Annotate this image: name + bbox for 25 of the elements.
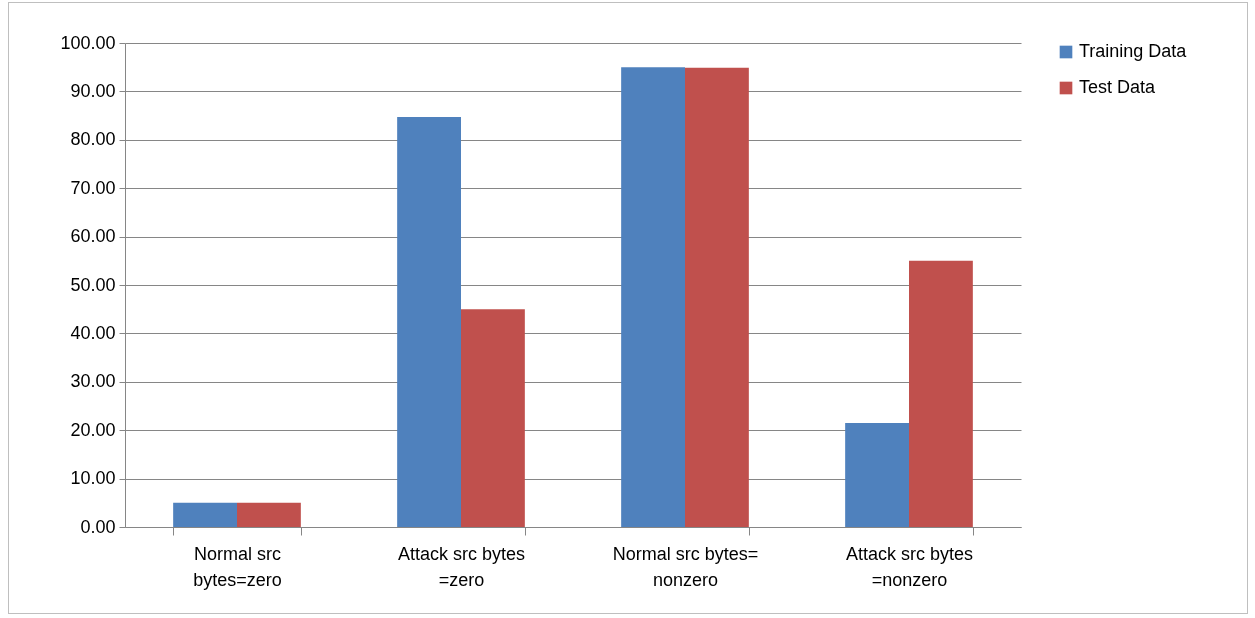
y-tick-label: 60.00: [70, 226, 116, 247]
bar: [909, 260, 973, 527]
y-tick-label: 10.00: [70, 468, 116, 489]
y-tick-label: 30.00: [70, 371, 116, 392]
bar: [461, 309, 525, 527]
x-tick-label: Normal src bytes= nonzero: [612, 543, 759, 590]
bar: [397, 117, 461, 527]
y-tick-label: 50.00: [70, 274, 116, 295]
y-tick-label: 0.00: [80, 516, 116, 537]
legend-label: Training Data: [1079, 41, 1188, 61]
bar: [621, 67, 685, 527]
y-tick-label: 80.00: [70, 129, 116, 150]
y-tick-label: 100.00: [60, 32, 116, 53]
bar: [845, 422, 909, 527]
y-tick-label: 70.00: [70, 177, 116, 198]
bar: [237, 502, 301, 527]
y-tick-label: 90.00: [70, 80, 116, 101]
bar: [685, 67, 749, 527]
legend-label: Test Data: [1079, 77, 1157, 97]
x-tick-label: Attack src bytes =nonzero: [845, 543, 974, 590]
y-tick-label: 40.00: [70, 322, 116, 343]
y-tick-label: 20.00: [70, 419, 116, 440]
x-tick-label: Normal src bytes=zero: [193, 543, 282, 590]
bar: [173, 502, 237, 527]
x-tick-label: Attack src bytes =zero: [397, 543, 526, 590]
